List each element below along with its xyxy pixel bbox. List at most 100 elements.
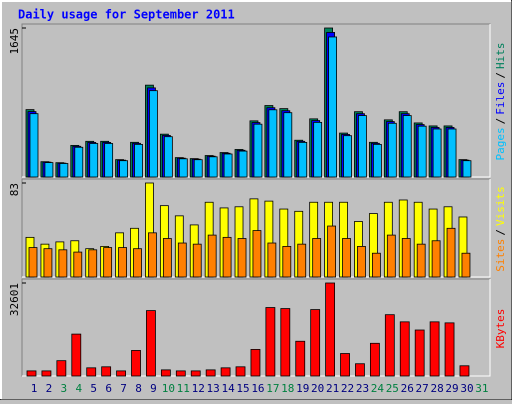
bar [134, 143, 143, 178]
bar [369, 342, 380, 377]
x-tick-label: 31 [475, 382, 488, 395]
bar [29, 113, 39, 178]
bar [41, 370, 52, 377]
bar [88, 249, 98, 278]
bar [446, 227, 456, 278]
legend-separator: / [494, 118, 507, 125]
bar [104, 143, 114, 178]
bar [342, 238, 351, 278]
x-tick-label: 10 [162, 382, 175, 395]
x-tick-label: 3 [61, 382, 68, 395]
x-tick-label: 2 [46, 382, 53, 395]
bar [325, 282, 336, 377]
bar [146, 310, 156, 377]
legend-entry: Hits [494, 43, 507, 70]
bar [372, 143, 382, 178]
bar [101, 366, 112, 377]
legend-entry: Files [494, 82, 507, 115]
bar [327, 225, 337, 278]
x-tick-label: 11 [177, 382, 190, 395]
x-tick-label: 21 [326, 382, 339, 395]
x-tick-label: 29 [445, 382, 458, 395]
bar [387, 122, 397, 178]
bar [235, 366, 246, 377]
bar [328, 36, 338, 178]
bar [205, 369, 216, 377]
x-tick-label: 5 [90, 382, 97, 395]
bar [119, 160, 128, 178]
x-tick-label: 25 [386, 382, 399, 395]
bar [86, 367, 97, 377]
bar [340, 353, 350, 377]
legend-entry: KBytes [494, 309, 507, 349]
bar [298, 141, 308, 178]
bar [265, 307, 276, 377]
bar [371, 252, 381, 278]
bar [71, 333, 82, 377]
bar [282, 246, 292, 278]
bar [252, 230, 262, 278]
bar [190, 370, 201, 377]
bar [163, 136, 173, 178]
legend-separator: / [494, 72, 507, 79]
bar [74, 146, 84, 178]
x-tick-label: 14 [221, 382, 235, 395]
bar [401, 238, 411, 278]
bar [162, 238, 172, 278]
bar [208, 156, 218, 178]
x-tick-label: 9 [150, 382, 157, 395]
legend: KBytes [494, 309, 507, 349]
bar [297, 243, 307, 278]
bar [355, 363, 365, 377]
x-tick-label: 26 [401, 382, 414, 395]
bar [414, 329, 425, 377]
bar [43, 248, 53, 278]
bar [280, 308, 291, 377]
bar [56, 360, 67, 377]
legend: Sites / Visits [494, 186, 507, 272]
x-tick-label: 19 [296, 382, 309, 395]
bar [399, 321, 410, 377]
bar [432, 128, 442, 178]
bar [175, 370, 186, 377]
x-tick-label: 6 [105, 382, 112, 395]
bar [148, 232, 157, 278]
bar [192, 243, 202, 278]
bar [26, 370, 37, 377]
bar [462, 160, 472, 178]
bar [193, 159, 203, 178]
bar [44, 162, 54, 178]
bar [118, 247, 127, 278]
y-tick-label: 1645 [8, 28, 21, 55]
legend-entry: Pages [494, 127, 507, 160]
x-tick-label: 1 [31, 382, 38, 395]
bar [402, 115, 412, 178]
x-tick-label: 20 [311, 382, 324, 395]
bar [343, 135, 352, 178]
x-tick-label: 17 [266, 382, 279, 395]
bar [310, 309, 321, 377]
bar [386, 234, 396, 278]
bar [178, 158, 188, 178]
bar [177, 242, 187, 278]
x-tick-label: 12 [192, 382, 205, 395]
x-tick-label: 4 [75, 382, 82, 395]
bar [417, 125, 427, 178]
y-tick-label: 83 [8, 183, 21, 196]
bar [358, 115, 367, 178]
bar [58, 249, 68, 278]
legend: Pages / Files / Hits [494, 43, 507, 161]
bar [444, 322, 455, 377]
bar [312, 238, 322, 278]
bar [149, 90, 158, 178]
bar [283, 112, 293, 178]
x-tick-label: 22 [341, 382, 354, 395]
y-tick-label: 32601 [8, 283, 21, 316]
bar [116, 370, 126, 377]
bar [73, 251, 83, 278]
bar [222, 236, 232, 278]
bar [416, 243, 426, 278]
legend-separator: / [494, 229, 507, 236]
